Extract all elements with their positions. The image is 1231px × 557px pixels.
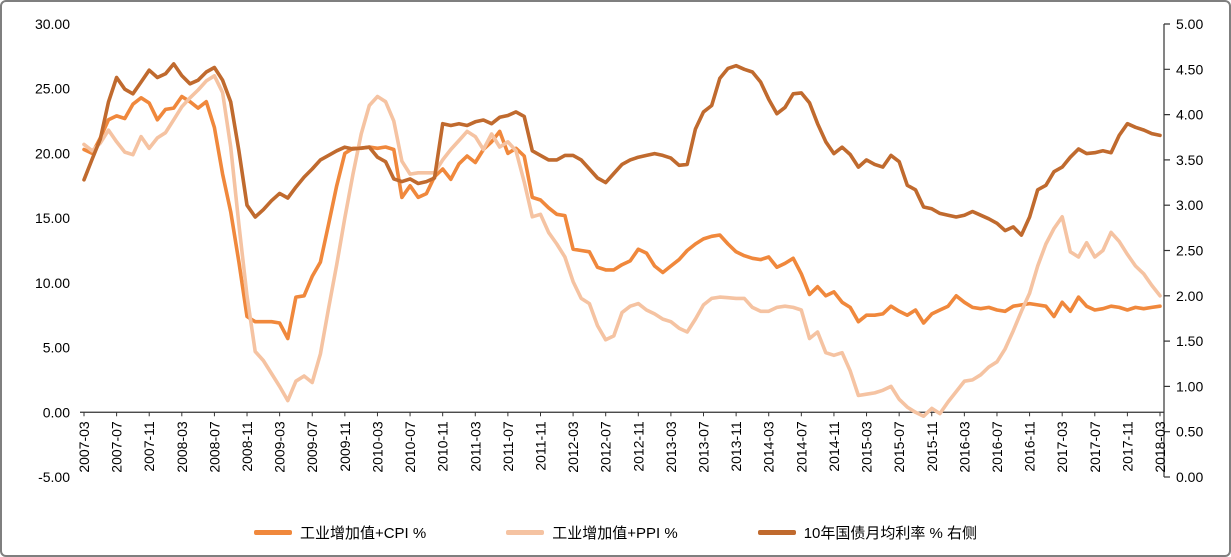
right-axis-tick-label: 1.00 (1176, 378, 1203, 394)
x-axis-tick-label: 2013-11 (728, 421, 744, 472)
x-axis-tick-label: 2012-11 (630, 421, 646, 472)
right-axis-tick-label: 1.50 (1176, 333, 1203, 349)
x-axis-tick-label: 2011-03 (467, 421, 483, 472)
line-series-cpi (82, 94, 1162, 341)
left-axis-tick-label: 0.00 (43, 404, 70, 420)
left-axis-tick-label: 25.00 (35, 81, 70, 97)
x-axis-tick-label: 2010-11 (435, 421, 451, 472)
right-axis-tick-label: 0.50 (1176, 424, 1203, 440)
right-axis-tick-label: 2.50 (1176, 243, 1203, 259)
left-axis-tick-label: 30.00 (35, 16, 70, 32)
right-axis-tick-label: 3.50 (1176, 152, 1203, 168)
x-axis-tick-label: 2007-11 (141, 421, 157, 472)
x-axis-tick-label: 2017-07 (1087, 421, 1103, 473)
right-axis-tick-label: 2.00 (1176, 288, 1203, 304)
x-axis-tick-label: 2009-03 (272, 421, 288, 473)
x-axis-tick-label: 2018-03 (1152, 421, 1168, 473)
left-axis-tick-label: 15.00 (35, 210, 70, 226)
x-axis-tick-label: 2011-07 (500, 421, 516, 472)
x-axis-tick-label: 2012-03 (565, 421, 581, 473)
legend-label-cpi: 工业增加值+CPI % (299, 525, 427, 542)
x-axis-tick-label: 2014-07 (793, 421, 809, 473)
x-axis-tick-label: 2015-11 (924, 421, 940, 472)
legend-label-ppi: 工业增加值+PPI % (552, 525, 678, 542)
x-axis-tick-label: 2009-11 (337, 421, 353, 472)
x-axis-tick-label: 2017-03 (1054, 421, 1070, 473)
x-axis-tick-label: 2013-03 (663, 421, 679, 473)
x-axis-tick-label: 2007-07 (109, 421, 125, 473)
x-axis-tick-label: 2015-03 (859, 421, 875, 473)
left-axis-tick-label: 20.00 (35, 145, 70, 161)
legend-item-ppi: 工业增加值+PPI % (506, 522, 678, 543)
right-axis-tick-label: 4.50 (1176, 61, 1203, 77)
x-axis-tick-label: 2007-03 (76, 421, 92, 473)
chart-legend: 工业增加值+CPI % 工业增加值+PPI % 10年国债月均利率 % 右侧 (2, 522, 1229, 543)
right-axis-tick-label: 4.00 (1176, 107, 1203, 123)
legend-line-swatch-ppi (506, 530, 545, 535)
left-axis-tick-label: -5.00 (38, 469, 70, 485)
legend-item-bond: 10年国债月均利率 % 右侧 (757, 522, 978, 543)
x-axis-tick-label: 2008-11 (239, 421, 255, 472)
x-axis-tick-label: 2015-07 (891, 421, 907, 473)
line-series-bond (82, 62, 1162, 237)
x-axis-tick-label: 2011-11 (532, 421, 548, 471)
x-axis-tick-label: 2014-11 (826, 421, 842, 472)
x-axis-tick-label: 2013-07 (696, 421, 712, 473)
x-axis-tick-label: 2010-03 (369, 421, 385, 473)
right-axis-tick-label: 5.00 (1176, 16, 1203, 32)
legend-line-swatch-bond (757, 530, 796, 535)
legend-label-bond: 10年国债月均利率 % 右侧 (803, 525, 978, 542)
left-axis-tick-label: 10.00 (35, 275, 70, 291)
x-axis-tick-label: 2014-03 (761, 421, 777, 473)
x-axis-tick-label: 2009-07 (304, 421, 320, 473)
legend-item-cpi: 工业增加值+CPI % (253, 522, 427, 543)
right-axis-tick-label: 3.00 (1176, 197, 1203, 213)
x-axis-tick-label: 2008-07 (206, 421, 222, 473)
x-axis-tick-label: 2016-11 (1022, 421, 1038, 472)
line-series-ppi (82, 74, 1162, 419)
x-axis-tick-label: 2016-07 (989, 421, 1005, 473)
x-axis-tick-label: 2017-11 (1119, 421, 1135, 472)
x-axis-tick-label: 2008-03 (174, 421, 190, 473)
left-axis-tick-label: 5.00 (43, 340, 70, 356)
right-axis-tick-label: 0.00 (1176, 469, 1203, 485)
x-axis-tick-label: 2016-03 (956, 421, 972, 473)
x-axis-tick-label: 2012-07 (598, 421, 614, 473)
x-axis-tick-label: 2010-07 (402, 421, 418, 473)
legend-line-swatch-cpi (253, 530, 292, 535)
